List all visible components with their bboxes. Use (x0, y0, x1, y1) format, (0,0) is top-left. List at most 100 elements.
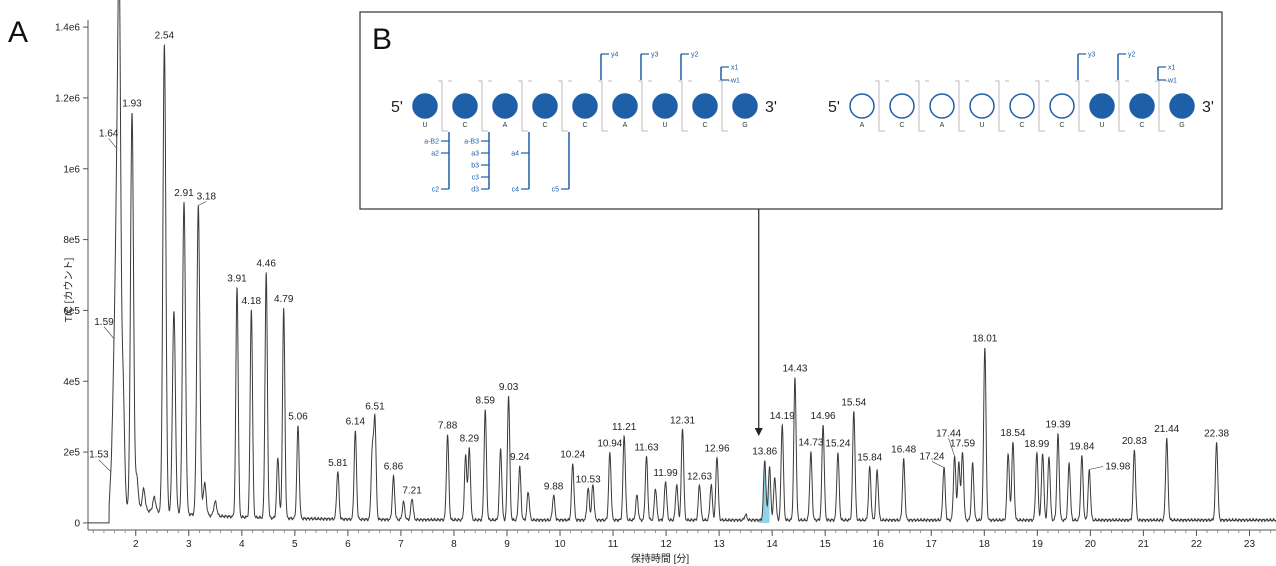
nucleotide-circle (929, 93, 955, 119)
fragment-label-below: a-B3 (464, 139, 479, 146)
peak-label: 14.73 (798, 438, 823, 449)
x-tick-label: 15 (820, 539, 832, 550)
peak-label: 9.24 (510, 452, 530, 463)
phosphate-bracket (598, 80, 608, 132)
nucleotide-circle (1169, 93, 1195, 119)
nucleotide-label: C (1019, 122, 1024, 129)
peak-label: 17.24 (919, 452, 944, 463)
peak-label: 1.64 (99, 128, 119, 139)
fragment-label-above: x1 (1168, 65, 1176, 72)
phosphate-bracket (438, 80, 448, 132)
peak-label: 5.06 (288, 412, 308, 423)
x-axis-title: 保持時間 [分] (631, 552, 690, 565)
peak-label: 9.88 (544, 482, 564, 493)
x-tick-label: 14 (767, 539, 779, 550)
phosphate-bracket (1035, 80, 1045, 132)
nucleotide-label: A (503, 122, 508, 129)
peak-label: 14.19 (770, 411, 795, 422)
phosphate-bracket (915, 80, 925, 132)
x-tick-label: 9 (504, 539, 510, 550)
nucleotide-circle (412, 93, 438, 119)
nucleotide-label: C (582, 122, 587, 129)
nucleotide-label: U (422, 122, 427, 129)
strand1-three-prime: 3' (765, 99, 777, 116)
nucleotide-circle (1009, 93, 1035, 119)
peak-label: 3.18 (197, 191, 217, 202)
fragment-label-below: a-B2 (424, 139, 439, 146)
nucleotide-label: C (542, 122, 547, 129)
nucleotide-label: A (860, 122, 865, 129)
peak-label: 12.31 (670, 415, 695, 426)
peak-label: 6.51 (365, 401, 385, 412)
fragment-label-above: x1 (731, 65, 739, 72)
peak-label: 8.59 (476, 396, 496, 407)
fragment-label-below: a2 (431, 151, 439, 158)
nucleotide-circle (969, 93, 995, 119)
peak-label: 19.39 (1046, 420, 1071, 431)
peak-label: 4.79 (274, 294, 294, 305)
x-tick-label: 17 (926, 539, 938, 550)
x-tick-label: 3 (186, 539, 192, 550)
peak-labels: 1.531.591.641.691.932.542.913.183.914.18… (89, 30, 1229, 496)
strand2-five-prime: 5' (828, 99, 840, 116)
phosphate-bracket (518, 80, 528, 132)
peak-label: 1.59 (94, 317, 114, 328)
peak-label: 6.86 (384, 462, 404, 473)
phosphate-bracket (678, 80, 688, 132)
nucleotide-circle (532, 93, 558, 119)
nucleotide-circle (1129, 93, 1155, 119)
peak-label: 18.99 (1024, 439, 1049, 450)
peak-label: 8.29 (460, 433, 480, 444)
nucleotide-circle (652, 93, 678, 119)
peak-label: 17.59 (950, 438, 975, 449)
nucleotide-label: C (899, 122, 904, 129)
peak-label: 10.24 (560, 450, 585, 461)
nucleotide-circle (572, 93, 598, 119)
x-tick-label: 20 (1085, 539, 1097, 550)
peak-label: 12.63 (687, 471, 712, 482)
peak-label: 18.01 (972, 334, 997, 345)
peak-label: 12.96 (704, 444, 729, 455)
nucleotide-circle (1089, 93, 1115, 119)
peak-label: 14.43 (782, 364, 807, 375)
peak-label-leader (948, 438, 955, 457)
peak-label: 11.21 (612, 422, 637, 433)
x-tick-label: 11 (608, 539, 619, 550)
phosphate-bracket (558, 80, 568, 132)
phosphate-bracket (638, 80, 648, 132)
x-tick-label: 13 (714, 539, 726, 550)
peak-label: 20.83 (1122, 436, 1147, 447)
fragment-label-above: w1 (730, 78, 740, 85)
strand1-group: 5' 3' U C A C C A U C Ga-B2 a2 c2 a-B3 a3 b3 c3 d3 a4 c4 c5 y… (391, 52, 777, 194)
fragment-label-above: y2 (691, 52, 699, 59)
peak-label: 15.24 (825, 439, 850, 450)
peak-label: 22.38 (1204, 428, 1229, 439)
inset-panel-b: B 5' 3' U C A C C A U C Ga-B2 a2 c2 a-B3 a3 b3 c3 d3 a4 c4 c5… (359, 11, 1223, 436)
peak-label: 11.99 (653, 468, 678, 479)
fragment-label-below: c2 (432, 187, 440, 194)
nucleotide-circle (492, 93, 518, 119)
nucleotide-label: A (940, 122, 945, 129)
fragment-label-above: w1 (1167, 78, 1177, 85)
fragment-label-above: y4 (611, 52, 619, 59)
x-tick-label: 4 (239, 539, 245, 550)
x-tick-label: 7 (398, 539, 404, 550)
nucleotide-circle (612, 93, 638, 119)
peak-label: 9.03 (499, 382, 519, 393)
nucleotide-circle (849, 93, 875, 119)
peak-label: 13.86 (752, 447, 777, 458)
peak-label: 7.88 (438, 421, 458, 432)
strand2-three-prime: 3' (1202, 99, 1214, 116)
phosphate-bracket (1075, 80, 1085, 132)
inset-arrow-head (754, 428, 763, 436)
peak-label: 15.54 (841, 397, 866, 408)
peak-label: 1.53 (89, 450, 109, 461)
x-tick-label: 2 (133, 539, 139, 550)
peak-label: 19.98 (1105, 461, 1130, 472)
y-axis-title: TIC [カウント] (63, 258, 75, 323)
fragment-label-below: a4 (511, 151, 519, 158)
peak-label: 19.84 (1069, 441, 1094, 452)
nucleotide-label: C (1059, 122, 1064, 129)
y-tick-label: 1.4e6 (55, 23, 80, 34)
nucleotide-circle (1049, 93, 1075, 119)
